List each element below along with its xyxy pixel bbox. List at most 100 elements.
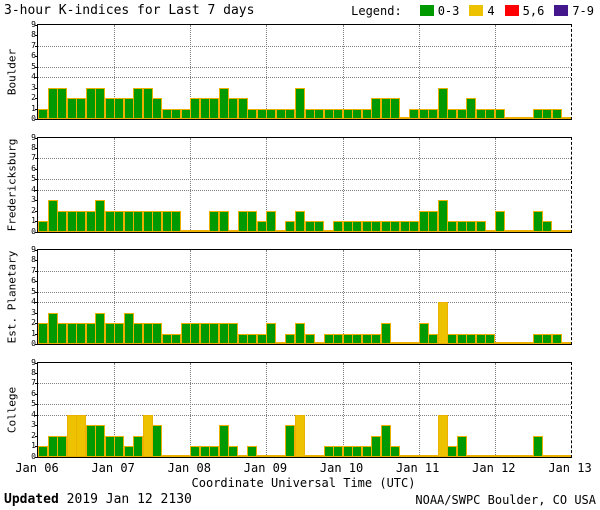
y-tick-mark: [35, 312, 38, 314]
day-gridline: [342, 250, 344, 344]
y-tick-mark: [35, 372, 38, 374]
k-bar: [456, 333, 467, 344]
y-tick-mark: [35, 119, 38, 120]
k-bar: [237, 454, 248, 457]
k-bar: [485, 333, 496, 344]
k-bar: [542, 108, 553, 119]
k-bar: [523, 117, 534, 119]
y-tick-label: 9: [31, 20, 36, 29]
k-bar: [294, 414, 305, 457]
k-bar: [247, 210, 258, 232]
k-bar: [76, 98, 87, 119]
k-bar: [513, 342, 524, 344]
k-bar: [199, 323, 210, 344]
k-bar: [95, 425, 106, 457]
k-bar: [361, 108, 372, 119]
y-tick-label: 6: [31, 163, 36, 173]
k-bar: [104, 210, 115, 232]
k-bar: [142, 323, 153, 344]
k-bar: [523, 342, 534, 344]
legend-item-label: 5,6: [522, 4, 545, 18]
k-bar: [123, 210, 134, 232]
k-bar: [399, 454, 410, 457]
k-bar: [218, 87, 229, 119]
k-bar: [542, 454, 553, 457]
k-bar: [171, 210, 182, 232]
y-tick-mark: [35, 344, 38, 345]
y-tick-label: 7: [31, 40, 36, 50]
k-bar: [561, 454, 572, 457]
k-bar: [133, 323, 144, 344]
k-bar: [418, 108, 429, 119]
y-tick-label: 7: [31, 378, 36, 388]
k-bar: [85, 323, 96, 344]
y-tick-mark: [35, 221, 38, 223]
k-bar: [190, 323, 201, 344]
k-bar: [551, 454, 562, 457]
k-bar: [247, 446, 258, 457]
y-tick-mark: [35, 404, 38, 406]
k-bar: [551, 108, 562, 119]
k-bar: [38, 221, 49, 232]
k-bar: [475, 454, 486, 457]
y-tick-mark: [35, 250, 38, 251]
y-tick-mark: [35, 179, 38, 181]
k-bar: [237, 98, 248, 119]
day-gridline: [494, 137, 496, 232]
k-threshold-gridline-5: [38, 179, 571, 181]
k-threshold-gridline-7: [38, 45, 571, 47]
x-tick-label: Jan 09: [243, 461, 288, 475]
k-bar: [38, 108, 49, 119]
k-bar: [371, 435, 382, 457]
k-bar: [57, 435, 68, 457]
y-tick-label: 0: [31, 226, 36, 236]
k-bar: [342, 333, 353, 344]
k-bar: [180, 454, 191, 457]
y-tick-mark: [35, 281, 38, 283]
k-bar: [437, 200, 448, 232]
k-bar: [399, 221, 410, 232]
panel-fredericksburg: 0 1 2 3 4 5 6 7 8 9 Fredericksburg: [6, 133, 572, 235]
y-tick-label: 3: [31, 307, 36, 317]
k-bar: [466, 221, 477, 232]
k-bar: [285, 425, 296, 457]
k-bar: [447, 333, 458, 344]
y-tick-label: 9: [31, 245, 36, 254]
k-bar: [561, 342, 572, 344]
k-bar: [532, 435, 543, 457]
k-bar: [76, 210, 87, 232]
k-bar: [247, 108, 258, 119]
k-threshold-gridline-4: [38, 77, 571, 79]
k-bar: [218, 323, 229, 344]
station-label: Est. Planetary: [5, 250, 19, 344]
k-bar: [275, 454, 286, 457]
y-tick-label: 1: [31, 328, 36, 338]
k-bar: [314, 342, 325, 344]
legend-swatch-5,6: [504, 5, 519, 16]
day-gridline: [494, 362, 496, 457]
y-tick-label: 3: [31, 195, 36, 205]
k-bar: [57, 323, 68, 344]
k-bar: [456, 221, 467, 232]
k-bar: [447, 108, 458, 119]
k-bar: [209, 446, 220, 457]
y-tick-label: 6: [31, 51, 36, 61]
day-gridline: [342, 25, 344, 119]
k-bar: [161, 108, 172, 119]
day-gridline: [494, 250, 496, 344]
k-threshold-gridline-5: [38, 66, 571, 68]
k-bar: [161, 454, 172, 457]
k-bar: [466, 454, 477, 457]
k-bar: [456, 108, 467, 119]
k-bar: [294, 87, 305, 119]
y-tick-label: 2: [31, 93, 36, 103]
y-tick-mark: [35, 98, 38, 100]
y-tick-mark: [35, 35, 38, 37]
k-bar: [95, 312, 106, 344]
k-bar: [304, 333, 315, 344]
y-tick-label: 9: [31, 132, 36, 142]
k-bar: [133, 435, 144, 457]
x-tick-label: Jan 06: [15, 461, 59, 475]
panel-college: 0 1 2 3 4 5 6 7 8 9 College: [6, 358, 572, 460]
k-threshold-gridline-7: [38, 158, 571, 160]
